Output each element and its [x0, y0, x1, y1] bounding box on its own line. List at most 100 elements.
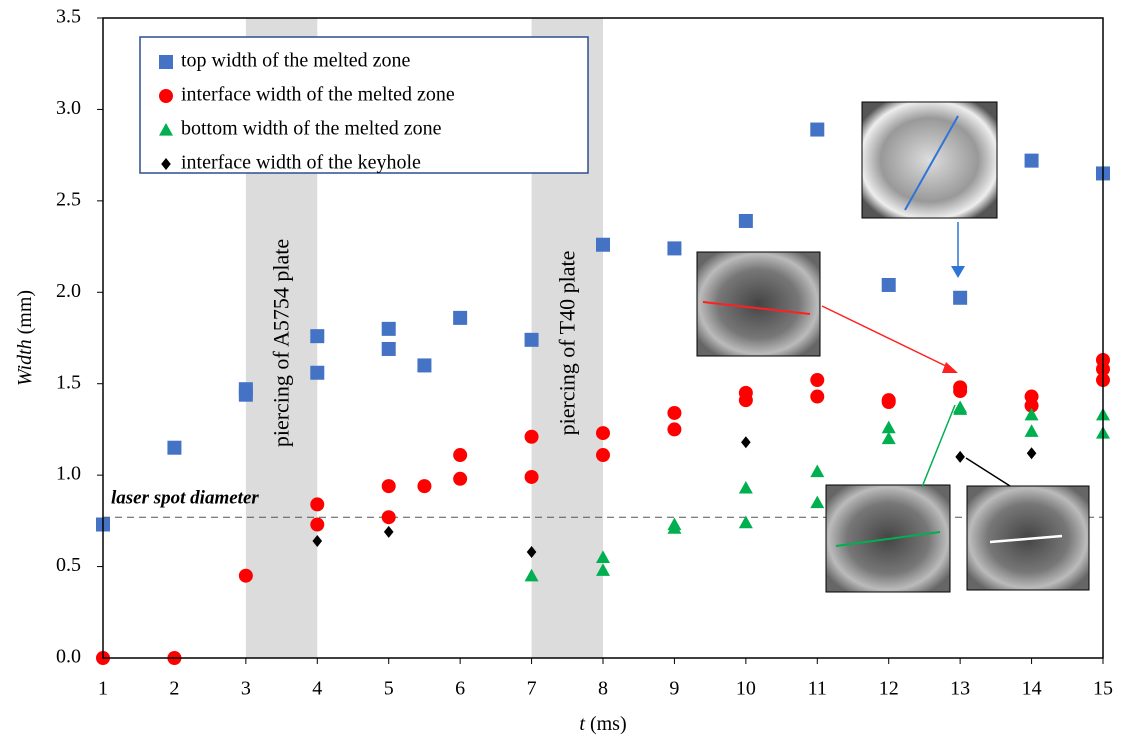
x-tick-label: 13	[950, 678, 970, 700]
callout-arrow	[965, 457, 1011, 487]
data-point	[596, 563, 610, 576]
legend-box	[139, 36, 589, 174]
data-point	[1026, 447, 1037, 460]
legend-label: bottom width of the melted zone	[181, 118, 442, 140]
inset-arrow	[835, 531, 941, 547]
data-point	[881, 431, 896, 445]
data-point	[453, 471, 468, 486]
legend-marker	[159, 123, 173, 136]
x-axis-var: t	[579, 713, 585, 735]
data-point	[312, 534, 323, 547]
data-point	[667, 405, 682, 420]
x-tick-label: 2	[169, 678, 179, 700]
data-point	[310, 497, 325, 512]
reference-label: laser spot diameter	[111, 488, 259, 509]
legend-marker	[161, 158, 171, 170]
data-point	[881, 420, 896, 434]
data-point	[881, 277, 896, 292]
x-tick-label: 9	[669, 678, 679, 700]
y-tick-label: 3.5	[56, 6, 81, 28]
x-axis-label: t (ms)	[579, 713, 626, 735]
inset-arrow	[989, 534, 1063, 544]
arrow-head	[951, 266, 965, 278]
y-tick-label: 1.0	[56, 463, 81, 485]
data-point	[526, 545, 537, 558]
data-point	[383, 525, 394, 538]
data-point	[381, 479, 396, 494]
data-point	[596, 550, 610, 564]
x-tick-label: 5	[384, 678, 394, 700]
data-point	[738, 480, 753, 494]
x-tick-label: 1	[98, 678, 108, 700]
y-axis-var: Width	[14, 339, 36, 386]
band-label: piercing of T40 plate	[554, 251, 579, 436]
data-point	[417, 358, 432, 373]
y-tick-label: 3.0	[56, 97, 81, 119]
data-point	[417, 479, 432, 494]
data-point	[1024, 398, 1039, 413]
data-point	[810, 389, 825, 404]
data-point	[953, 384, 968, 399]
data-point	[310, 517, 325, 532]
data-point	[453, 448, 468, 463]
inset-image	[861, 101, 998, 219]
data-point	[1024, 424, 1039, 437]
legend-label: interface width of the melted zone	[181, 84, 455, 106]
x-tick-label: 3	[241, 678, 251, 700]
data-point	[667, 241, 682, 256]
data-point	[741, 436, 751, 449]
data-point	[810, 122, 825, 137]
data-point	[596, 237, 610, 252]
inset-arrow	[702, 301, 811, 315]
y-tick-label: 2.0	[56, 280, 81, 302]
data-point	[953, 290, 968, 305]
data-point	[310, 365, 325, 380]
x-tick-label: 4	[312, 678, 322, 700]
data-point	[955, 450, 965, 463]
x-tick-label: 10	[736, 678, 756, 700]
y-axis-unit: (mm)	[14, 290, 36, 334]
band-label: piercing of A5754 plate	[269, 239, 294, 447]
data-point	[738, 515, 753, 529]
y-tick-label: 2.5	[56, 188, 81, 210]
callout-arrow	[921, 404, 956, 488]
inset-arrow	[904, 115, 959, 211]
data-point	[524, 429, 539, 444]
x-tick-label: 8	[598, 678, 608, 700]
data-point	[524, 332, 539, 347]
callout-arrow	[821, 305, 953, 370]
data-point	[1024, 407, 1039, 421]
data-point	[453, 310, 468, 325]
arrow-head	[942, 362, 958, 373]
data-point	[881, 395, 896, 409]
data-point	[524, 469, 539, 484]
data-point	[381, 341, 396, 356]
data-point	[1024, 153, 1039, 168]
data-point	[810, 373, 825, 388]
y-tick-label: 1.5	[56, 371, 81, 393]
data-point	[738, 213, 753, 228]
insets	[696, 101, 1090, 593]
legend-label: top width of the melted zone	[181, 50, 411, 72]
y-tick-label: 0.0	[56, 646, 81, 668]
data-point	[810, 495, 825, 509]
y-axis-label: Width (mm)	[14, 290, 36, 386]
x-tick-label: 12	[879, 678, 899, 700]
x-tick-label: 15	[1093, 678, 1113, 700]
data-point	[738, 393, 753, 408]
x-axis-unit: (ms)	[590, 713, 627, 735]
data-point	[667, 422, 682, 437]
data-point	[810, 464, 825, 478]
x-tick-label: 7	[527, 678, 537, 700]
data-point	[381, 321, 396, 336]
data-point	[238, 387, 253, 402]
legend-marker	[159, 89, 173, 103]
data-point	[524, 568, 539, 582]
x-tick-label: 14	[1022, 678, 1042, 700]
data-point	[953, 402, 968, 415]
legend-marker	[159, 55, 173, 69]
data-point	[596, 426, 610, 441]
data-point	[167, 440, 182, 455]
x-tick-label: 6	[455, 678, 465, 700]
